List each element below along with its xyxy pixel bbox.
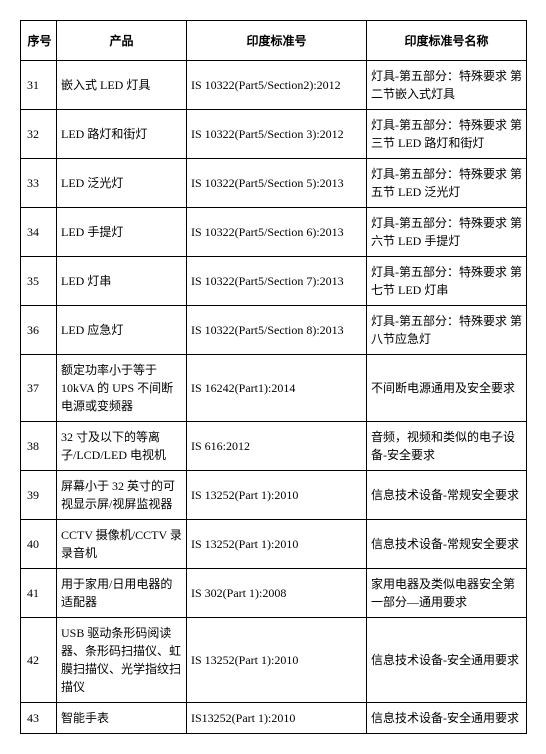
table-row: 36 LED 应急灯 IS 10322(Part5/Section 8):201… [21, 306, 527, 355]
cell-product: 智能手表 [57, 703, 187, 734]
table-row: 41 用于家用/日用电器的适配器 IS 302(Part 1):2008 家用电… [21, 569, 527, 618]
table-row: 32 LED 路灯和街灯 IS 10322(Part5/Section 3):2… [21, 110, 527, 159]
cell-name: 灯具-第五部分：特殊要求 第三节 LED 路灯和街灯 [367, 110, 527, 159]
cell-name: 不间断电源通用及安全要求 [367, 355, 527, 422]
header-seq: 序号 [21, 21, 57, 61]
table-body: 31 嵌入式 LED 灯具 IS 10322(Part5/Section2):2… [21, 61, 527, 734]
cell-product: LED 应急灯 [57, 306, 187, 355]
cell-seq: 33 [21, 159, 57, 208]
table-row: 40 CCTV 摄像机/CCTV 录录音机 IS 13252(Part 1):2… [21, 520, 527, 569]
table-row: 38 32 寸及以下的等离子/LCD/LED 电视机 IS 616:2012 音… [21, 422, 527, 471]
cell-name: 信息技术设备-常规安全要求 [367, 520, 527, 569]
cell-standard: IS 16242(Part1):2014 [187, 355, 367, 422]
cell-product: LED 泛光灯 [57, 159, 187, 208]
cell-product: LED 灯串 [57, 257, 187, 306]
cell-product: 额定功率小于等于 10kVA 的 UPS 不间断电源或变频器 [57, 355, 187, 422]
cell-seq: 35 [21, 257, 57, 306]
cell-standard: IS 13252(Part 1):2010 [187, 471, 367, 520]
cell-seq: 40 [21, 520, 57, 569]
cell-standard: IS 10322(Part5/Section 7):2013 [187, 257, 367, 306]
cell-product: 嵌入式 LED 灯具 [57, 61, 187, 110]
cell-name: 音频，视频和类似的电子设备-安全要求 [367, 422, 527, 471]
table-row: 42 USB 驱动条形码阅读器、条形码扫描仪、虹膜扫描仪、光学指纹扫描仪 IS … [21, 618, 527, 703]
table-row: 39 屏幕小于 32 英寸的可视显示屏/视屏监视器 IS 13252(Part … [21, 471, 527, 520]
cell-seq: 41 [21, 569, 57, 618]
cell-standard: IS 10322(Part5/Section 6):2013 [187, 208, 367, 257]
cell-standard: IS 10322(Part5/Section 3):2012 [187, 110, 367, 159]
cell-standard: IS 13252(Part 1):2010 [187, 618, 367, 703]
cell-standard: IS 10322(Part5/Section 5):2013 [187, 159, 367, 208]
cell-seq: 42 [21, 618, 57, 703]
cell-product: 屏幕小于 32 英寸的可视显示屏/视屏监视器 [57, 471, 187, 520]
table-row: 31 嵌入式 LED 灯具 IS 10322(Part5/Section2):2… [21, 61, 527, 110]
cell-name: 信息技术设备-安全通用要求 [367, 618, 527, 703]
table-row: 33 LED 泛光灯 IS 10322(Part5/Section 5):201… [21, 159, 527, 208]
cell-name: 灯具-第五部分：特殊要求 第六节 LED 手提灯 [367, 208, 527, 257]
table-row: 37 额定功率小于等于 10kVA 的 UPS 不间断电源或变频器 IS 162… [21, 355, 527, 422]
table-header-row: 序号 产品 印度标准号 印度标准号名称 [21, 21, 527, 61]
cell-standard: IS 10322(Part5/Section 8):2013 [187, 306, 367, 355]
cell-seq: 31 [21, 61, 57, 110]
cell-product: 32 寸及以下的等离子/LCD/LED 电视机 [57, 422, 187, 471]
table-row: 35 LED 灯串 IS 10322(Part5/Section 7):2013… [21, 257, 527, 306]
cell-name: 信息技术设备-安全通用要求 [367, 703, 527, 734]
table-row: 43 智能手表 IS13252(Part 1):2010 信息技术设备-安全通用… [21, 703, 527, 734]
cell-standard: IS 616:2012 [187, 422, 367, 471]
header-product: 产品 [57, 21, 187, 61]
cell-name: 灯具-第五部分：特殊要求 第五节 LED 泛光灯 [367, 159, 527, 208]
cell-standard: IS13252(Part 1):2010 [187, 703, 367, 734]
cell-name: 家用电器及类似电器安全第一部分—通用要求 [367, 569, 527, 618]
cell-name: 灯具-第五部分：特殊要求 第七节 LED 灯串 [367, 257, 527, 306]
cell-product: LED 路灯和街灯 [57, 110, 187, 159]
cell-name: 信息技术设备-常规安全要求 [367, 471, 527, 520]
cell-seq: 43 [21, 703, 57, 734]
cell-standard: IS 302(Part 1):2008 [187, 569, 367, 618]
cell-seq: 32 [21, 110, 57, 159]
header-name: 印度标准号名称 [367, 21, 527, 61]
cell-product: LED 手提灯 [57, 208, 187, 257]
cell-name: 灯具-第五部分：特殊要求 第八节应急灯 [367, 306, 527, 355]
cell-standard: IS 10322(Part5/Section2):2012 [187, 61, 367, 110]
cell-seq: 39 [21, 471, 57, 520]
cell-seq: 37 [21, 355, 57, 422]
cell-product: 用于家用/日用电器的适配器 [57, 569, 187, 618]
cell-seq: 36 [21, 306, 57, 355]
header-standard: 印度标准号 [187, 21, 367, 61]
cell-seq: 38 [21, 422, 57, 471]
table-row: 34 LED 手提灯 IS 10322(Part5/Section 6):201… [21, 208, 527, 257]
standards-table: 序号 产品 印度标准号 印度标准号名称 31 嵌入式 LED 灯具 IS 103… [20, 20, 527, 734]
cell-product: USB 驱动条形码阅读器、条形码扫描仪、虹膜扫描仪、光学指纹扫描仪 [57, 618, 187, 703]
cell-seq: 34 [21, 208, 57, 257]
cell-product: CCTV 摄像机/CCTV 录录音机 [57, 520, 187, 569]
cell-standard: IS 13252(Part 1):2010 [187, 520, 367, 569]
cell-name: 灯具-第五部分：特殊要求 第二节嵌入式灯具 [367, 61, 527, 110]
